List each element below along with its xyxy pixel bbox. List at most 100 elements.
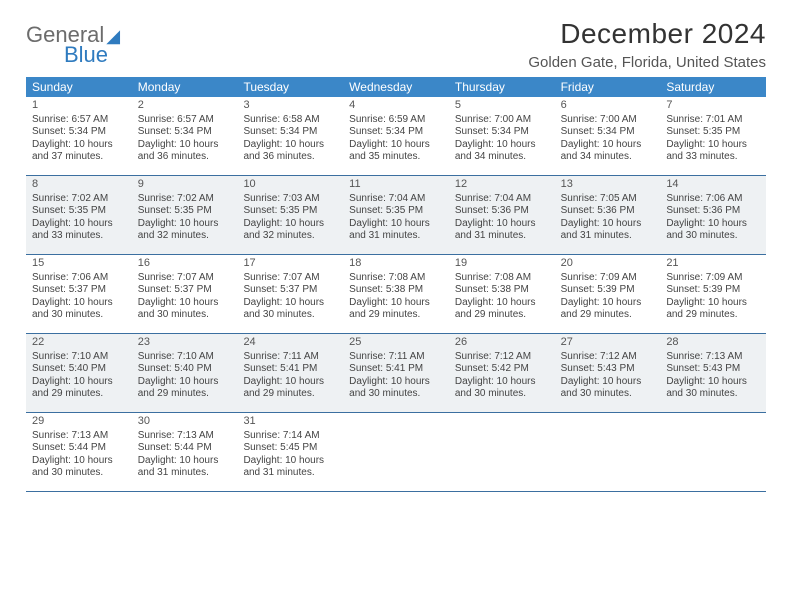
sunset-text: Sunset: 5:34 PM xyxy=(561,126,655,139)
sunrise-text: Sunrise: 7:09 AM xyxy=(666,272,760,285)
sunset-text: Sunset: 5:40 PM xyxy=(138,363,232,376)
day-number: 6 xyxy=(561,99,655,113)
daylight-text: Daylight: 10 hours and 29 minutes. xyxy=(243,376,337,401)
day-cell: 21Sunrise: 7:09 AMSunset: 5:39 PMDayligh… xyxy=(660,255,766,333)
sunrise-text: Sunrise: 7:13 AM xyxy=(32,430,126,443)
day-cell: 19Sunrise: 7:08 AMSunset: 5:38 PMDayligh… xyxy=(449,255,555,333)
day-number: 28 xyxy=(666,336,760,350)
sunset-text: Sunset: 5:35 PM xyxy=(32,205,126,218)
sunrise-text: Sunrise: 7:07 AM xyxy=(138,272,232,285)
sunrise-text: Sunrise: 6:58 AM xyxy=(243,114,337,127)
day-cell: 9Sunrise: 7:02 AMSunset: 5:35 PMDaylight… xyxy=(132,176,238,254)
sunset-text: Sunset: 5:36 PM xyxy=(666,205,760,218)
daylight-text: Daylight: 10 hours and 31 minutes. xyxy=(138,455,232,480)
sunrise-text: Sunrise: 7:03 AM xyxy=(243,193,337,206)
day-cell: 7Sunrise: 7:01 AMSunset: 5:35 PMDaylight… xyxy=(660,97,766,175)
sunset-text: Sunset: 5:34 PM xyxy=(243,126,337,139)
sunrise-text: Sunrise: 7:01 AM xyxy=(666,114,760,127)
day-cell: 22Sunrise: 7:10 AMSunset: 5:40 PMDayligh… xyxy=(26,334,132,412)
day-number: 22 xyxy=(32,336,126,350)
daylight-text: Daylight: 10 hours and 31 minutes. xyxy=(455,218,549,243)
daylight-text: Daylight: 10 hours and 30 minutes. xyxy=(666,376,760,401)
day-cell: 12Sunrise: 7:04 AMSunset: 5:36 PMDayligh… xyxy=(449,176,555,254)
day-cell: 23Sunrise: 7:10 AMSunset: 5:40 PMDayligh… xyxy=(132,334,238,412)
day-cell: 14Sunrise: 7:06 AMSunset: 5:36 PMDayligh… xyxy=(660,176,766,254)
day-number: 3 xyxy=(243,99,337,113)
day-cell: 28Sunrise: 7:13 AMSunset: 5:43 PMDayligh… xyxy=(660,334,766,412)
day-cell: 30Sunrise: 7:13 AMSunset: 5:44 PMDayligh… xyxy=(132,413,238,491)
weekday-header-cell: Friday xyxy=(555,77,661,97)
sunrise-text: Sunrise: 7:05 AM xyxy=(561,193,655,206)
day-cell: 26Sunrise: 7:12 AMSunset: 5:42 PMDayligh… xyxy=(449,334,555,412)
day-number: 29 xyxy=(32,415,126,429)
day-number: 17 xyxy=(243,257,337,271)
day-number: 31 xyxy=(243,415,337,429)
day-number: 10 xyxy=(243,178,337,192)
day-number: 15 xyxy=(32,257,126,271)
logo: General◢ Blue xyxy=(26,18,120,66)
day-number: 26 xyxy=(455,336,549,350)
location-text: Golden Gate, Florida, United States xyxy=(528,54,766,71)
sunrise-text: Sunrise: 6:57 AM xyxy=(138,114,232,127)
day-cell: 18Sunrise: 7:08 AMSunset: 5:38 PMDayligh… xyxy=(343,255,449,333)
daylight-text: Daylight: 10 hours and 29 minutes. xyxy=(138,376,232,401)
day-cell xyxy=(343,413,449,491)
day-number: 20 xyxy=(561,257,655,271)
daylight-text: Daylight: 10 hours and 32 minutes. xyxy=(243,218,337,243)
weeks-container: 1Sunrise: 6:57 AMSunset: 5:34 PMDaylight… xyxy=(26,97,766,492)
day-number: 24 xyxy=(243,336,337,350)
sunrise-text: Sunrise: 7:06 AM xyxy=(32,272,126,285)
sunset-text: Sunset: 5:34 PM xyxy=(138,126,232,139)
day-cell xyxy=(555,413,661,491)
day-number: 16 xyxy=(138,257,232,271)
daylight-text: Daylight: 10 hours and 29 minutes. xyxy=(349,297,443,322)
day-cell: 24Sunrise: 7:11 AMSunset: 5:41 PMDayligh… xyxy=(237,334,343,412)
daylight-text: Daylight: 10 hours and 31 minutes. xyxy=(561,218,655,243)
sunset-text: Sunset: 5:41 PM xyxy=(349,363,443,376)
sunrise-text: Sunrise: 7:08 AM xyxy=(349,272,443,285)
day-cell: 1Sunrise: 6:57 AMSunset: 5:34 PMDaylight… xyxy=(26,97,132,175)
sunrise-text: Sunrise: 7:07 AM xyxy=(243,272,337,285)
daylight-text: Daylight: 10 hours and 29 minutes. xyxy=(455,297,549,322)
day-cell: 10Sunrise: 7:03 AMSunset: 5:35 PMDayligh… xyxy=(237,176,343,254)
week-row: 22Sunrise: 7:10 AMSunset: 5:40 PMDayligh… xyxy=(26,334,766,413)
sunrise-text: Sunrise: 7:08 AM xyxy=(455,272,549,285)
sunrise-text: Sunrise: 7:04 AM xyxy=(455,193,549,206)
day-cell: 13Sunrise: 7:05 AMSunset: 5:36 PMDayligh… xyxy=(555,176,661,254)
sunset-text: Sunset: 5:40 PM xyxy=(32,363,126,376)
day-cell: 2Sunrise: 6:57 AMSunset: 5:34 PMDaylight… xyxy=(132,97,238,175)
sunset-text: Sunset: 5:37 PM xyxy=(138,284,232,297)
day-number: 8 xyxy=(32,178,126,192)
daylight-text: Daylight: 10 hours and 34 minutes. xyxy=(561,139,655,164)
day-cell: 8Sunrise: 7:02 AMSunset: 5:35 PMDaylight… xyxy=(26,176,132,254)
sunset-text: Sunset: 5:41 PM xyxy=(243,363,337,376)
sunrise-text: Sunrise: 7:13 AM xyxy=(666,351,760,364)
day-number: 21 xyxy=(666,257,760,271)
daylight-text: Daylight: 10 hours and 29 minutes. xyxy=(666,297,760,322)
sunrise-text: Sunrise: 7:04 AM xyxy=(349,193,443,206)
daylight-text: Daylight: 10 hours and 33 minutes. xyxy=(32,218,126,243)
title-block: December 2024 Golden Gate, Florida, Unit… xyxy=(528,18,766,71)
daylight-text: Daylight: 10 hours and 30 minutes. xyxy=(349,376,443,401)
month-title: December 2024 xyxy=(528,18,766,50)
day-number: 19 xyxy=(455,257,549,271)
week-row: 29Sunrise: 7:13 AMSunset: 5:44 PM Dayligh… xyxy=(26,413,766,492)
day-cell: 31Sunrise: 7:14 AMSunset: 5:45 PMDayligh… xyxy=(237,413,343,491)
day-cell: 16Sunrise: 7:07 AMSunset: 5:37 PMDayligh… xyxy=(132,255,238,333)
sunset-text: Sunset: 5:37 PM xyxy=(243,284,337,297)
sunset-text: Sunset: 5:44 PM xyxy=(32,442,126,455)
day-cell: 25Sunrise: 7:11 AMSunset: 5:41 PMDayligh… xyxy=(343,334,449,412)
day-number: 9 xyxy=(138,178,232,192)
day-number: 30 xyxy=(138,415,232,429)
sunrise-text: Sunrise: 7:02 AM xyxy=(138,193,232,206)
daylight-text: Daylight: 10 hours and 30 minutes. xyxy=(455,376,549,401)
day-number: 23 xyxy=(138,336,232,350)
sunrise-text: Sunrise: 7:02 AM xyxy=(32,193,126,206)
logo-text: General◢ Blue xyxy=(26,24,120,66)
day-cell: 3Sunrise: 6:58 AMSunset: 5:34 PMDaylight… xyxy=(237,97,343,175)
sunrise-text: Sunrise: 7:00 AM xyxy=(455,114,549,127)
sunrise-text: Sunrise: 7:10 AM xyxy=(138,351,232,364)
daylight-text: Daylight: 10 hours and 30 minutes. xyxy=(243,297,337,322)
sunset-text: Sunset: 5:38 PM xyxy=(349,284,443,297)
daylight-text: Daylight: 10 hours and 36 minutes. xyxy=(243,139,337,164)
